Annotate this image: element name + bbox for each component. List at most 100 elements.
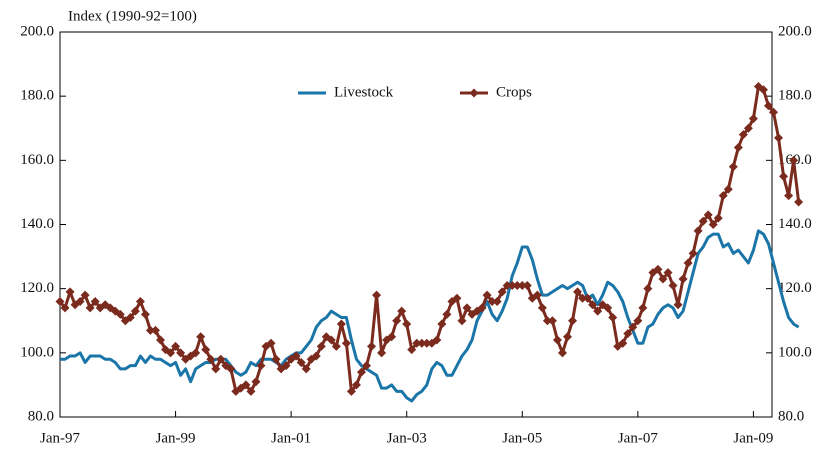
point-marker xyxy=(206,354,216,364)
series-line xyxy=(58,85,801,393)
point-marker xyxy=(291,351,301,361)
point-marker xyxy=(703,210,713,220)
point-marker xyxy=(346,386,356,396)
point-marker xyxy=(80,290,90,300)
point-marker xyxy=(155,335,165,345)
point-marker xyxy=(372,290,382,300)
point-marker xyxy=(135,297,145,306)
point-marker xyxy=(673,300,683,310)
point-marker xyxy=(271,354,281,364)
y-axis-label: Index (1990-92=100) xyxy=(68,8,197,24)
point-marker xyxy=(462,303,472,313)
point-marker xyxy=(487,297,497,306)
point-marker xyxy=(708,220,718,229)
point-marker xyxy=(301,364,311,374)
point-marker xyxy=(603,303,613,313)
point-marker xyxy=(432,335,442,345)
y-tick-label: 200.0 xyxy=(20,23,54,39)
point-marker xyxy=(417,338,427,348)
legend-label: Crops xyxy=(496,84,532,100)
point-marker xyxy=(517,280,527,290)
point-marker xyxy=(326,335,336,345)
point-marker xyxy=(492,297,502,306)
x-tick-label: Jan-97 xyxy=(40,430,80,446)
point-marker xyxy=(578,293,588,303)
point-marker xyxy=(336,319,346,329)
point-marker xyxy=(216,354,226,364)
y2-tick-label: 100.0 xyxy=(778,344,812,360)
point-marker xyxy=(678,274,688,284)
point-marker xyxy=(241,380,251,390)
series-line xyxy=(60,229,800,403)
point-marker xyxy=(477,303,487,313)
y-tick-label: 120.0 xyxy=(20,280,54,296)
point-marker xyxy=(733,143,743,152)
point-marker xyxy=(633,316,643,326)
point-marker xyxy=(497,287,507,297)
point-marker xyxy=(341,338,351,348)
point-marker xyxy=(55,297,65,306)
point-marker xyxy=(763,101,773,111)
point-marker xyxy=(693,226,703,236)
point-marker xyxy=(738,130,748,140)
x-tick-label: Jan-09 xyxy=(733,430,773,446)
point-marker xyxy=(482,290,492,300)
point-marker xyxy=(60,303,70,313)
point-marker xyxy=(311,351,321,361)
point-marker xyxy=(774,133,784,143)
point-marker xyxy=(85,303,95,313)
x-tick-label: Jan-07 xyxy=(618,430,658,446)
point-marker xyxy=(643,284,653,294)
point-marker xyxy=(728,162,738,172)
y2-tick-label: 120.0 xyxy=(778,280,812,296)
point-marker xyxy=(90,297,100,306)
point-marker xyxy=(296,357,306,367)
point-marker xyxy=(568,316,578,326)
point-marker xyxy=(628,322,638,332)
y-tick-label: 180.0 xyxy=(20,88,54,104)
point-marker xyxy=(211,364,221,374)
point-marker xyxy=(140,309,150,319)
point-marker xyxy=(512,280,522,290)
point-marker xyxy=(125,313,135,323)
point-marker xyxy=(392,316,402,326)
point-marker xyxy=(226,364,236,374)
point-marker xyxy=(166,348,176,358)
point-marker xyxy=(422,338,432,348)
point-marker xyxy=(367,341,377,351)
point-marker xyxy=(201,345,211,355)
point-marker xyxy=(256,361,266,371)
y-tick-label: 80.0 xyxy=(28,408,54,424)
point-marker xyxy=(130,306,140,316)
point-marker xyxy=(251,377,261,387)
point-marker xyxy=(748,114,758,124)
x-tick-label: Jan-99 xyxy=(156,430,196,446)
point-marker xyxy=(789,155,799,165)
legend-marker xyxy=(469,88,479,98)
point-marker xyxy=(351,380,361,390)
point-marker xyxy=(557,348,567,358)
point-marker xyxy=(583,293,593,303)
point-marker xyxy=(532,290,542,300)
point-marker xyxy=(794,197,804,207)
point-marker xyxy=(618,338,628,348)
x-tick-label: Jan-03 xyxy=(387,430,427,446)
point-marker xyxy=(552,335,562,345)
point-marker xyxy=(723,184,733,194)
point-marker xyxy=(522,280,532,290)
point-marker xyxy=(698,216,708,226)
point-marker xyxy=(115,309,125,319)
point-marker xyxy=(171,341,181,351)
point-marker xyxy=(779,171,789,181)
point-marker xyxy=(191,348,201,358)
y2-tick-label: 140.0 xyxy=(778,216,812,232)
point-marker xyxy=(542,316,552,326)
point-marker xyxy=(653,264,663,274)
point-marker xyxy=(507,280,517,290)
point-marker xyxy=(784,191,794,201)
point-marker xyxy=(402,319,412,329)
point-marker xyxy=(623,329,633,339)
y-tick-label: 160.0 xyxy=(20,152,54,168)
